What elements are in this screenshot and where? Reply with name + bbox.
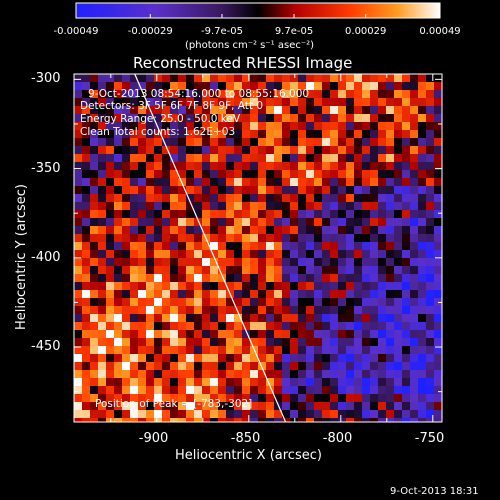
y-axis-title: Heliocentric Y (arcsec) [14,184,29,330]
chart-title: Reconstructed RHESSI Image [133,54,353,72]
x-tick-label: -800 [322,431,353,446]
colorbar [75,2,441,19]
annotation-time-range: 9-Oct-2013 08:54:16.000 to 08:55:16.000 [88,88,310,100]
x-tick-label: -750 [414,431,445,446]
plot-frame [73,73,443,423]
x-tick-label: -850 [230,431,261,446]
colorbar-tick-label: 9.7e-05 [274,26,314,37]
colorbar-tick-label: -0.00049 [53,26,99,37]
y-tick-label: -300 [31,71,61,87]
y-tick-label: -450 [31,339,61,355]
colorbar-ticks [75,14,441,18]
colorbar-tick-label: 0.00029 [345,26,387,37]
colorbar-unit-label: (photons cm⁻² s⁻¹ asec⁻²) [185,40,315,51]
colorbar-tick-label: 0.00049 [419,26,461,37]
annotation-detectors: Detectors: 3F 5F 6F 7F 8F 9F, Att 0 [80,100,264,112]
solar-limb-line [134,74,287,422]
axis-ticks [74,74,442,422]
annotation-clean-counts: Clean Total counts: 1.62E+03 [80,126,236,138]
heatmap-image [74,74,442,422]
x-axis-title: Heliocentric X (arcsec) [175,448,322,463]
plot-timestamp: 9-Oct-2013 18:31 [390,486,479,497]
annotation-energy-range: Energy Range: 25.0 - 50.0 keV [80,113,241,125]
peak-position-label: Position of Peak = [-783,-302] [95,398,253,410]
colorbar-tick-label: -0.00029 [127,26,173,37]
colorbar-tick-label: -9.7e-05 [200,26,243,37]
y-tick-label: -350 [31,160,61,176]
x-tick-label: -900 [138,431,169,446]
y-tick-label: -400 [31,249,61,265]
